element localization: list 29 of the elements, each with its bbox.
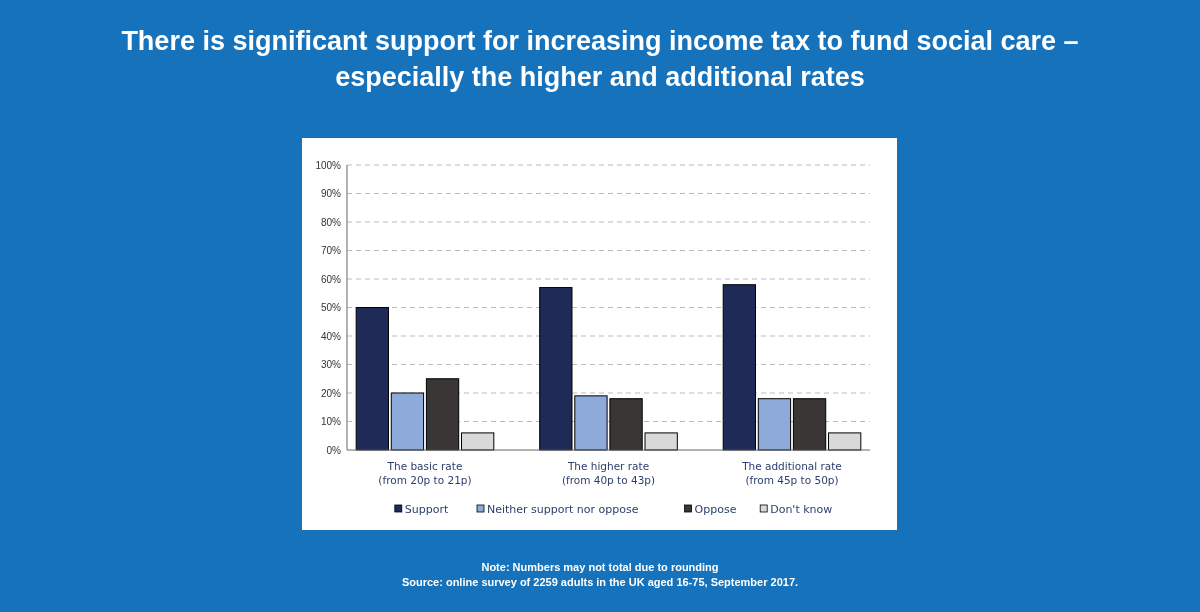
y-tick-label: 40%	[320, 330, 342, 342]
bar	[828, 432, 862, 451]
legend-label: Oppose	[694, 503, 737, 516]
y-tick-label: 100%	[315, 159, 342, 171]
chart-title: There is significant support for increasing income tax to fund social care – especially the higher and additional rates	[121, 26, 1079, 92]
bar	[425, 378, 460, 451]
y-tick-label: 50%	[320, 302, 342, 313]
legend-label: Neither support nor oppose	[487, 503, 639, 516]
bar	[722, 284, 756, 451]
y-tick-label: 30%	[320, 359, 342, 370]
y-tick-label: 60%	[320, 273, 342, 285]
y-tick-label: 90%	[320, 188, 342, 199]
x-tick-label: The higher rate (from 40p to 43p)	[561, 460, 656, 486]
y-tick-label: 80%	[320, 216, 342, 228]
y-tick-label: 10%	[320, 416, 342, 427]
y-tick-label: 0%	[326, 444, 342, 456]
text: Note: Numbers may not total due to rounding	[481, 561, 719, 573]
legend-label: Don't know	[770, 503, 833, 516]
legend-label: Support	[404, 503, 449, 516]
y-tick-label: 20%	[320, 387, 342, 399]
bar	[355, 307, 389, 451]
bar	[757, 398, 792, 451]
y-tick-label: 70%	[320, 245, 342, 256]
bar	[390, 392, 425, 451]
bar	[792, 398, 827, 451]
x-tick-label: The basic rate (from 20p to 21p)	[378, 460, 472, 486]
bar	[461, 432, 495, 451]
x-tick-label: The additional rate (from 45p to 50p)	[741, 460, 842, 486]
source-note: Source: online survey of 2259 adults in the UK aged 16-75, September 2017.	[401, 576, 799, 588]
